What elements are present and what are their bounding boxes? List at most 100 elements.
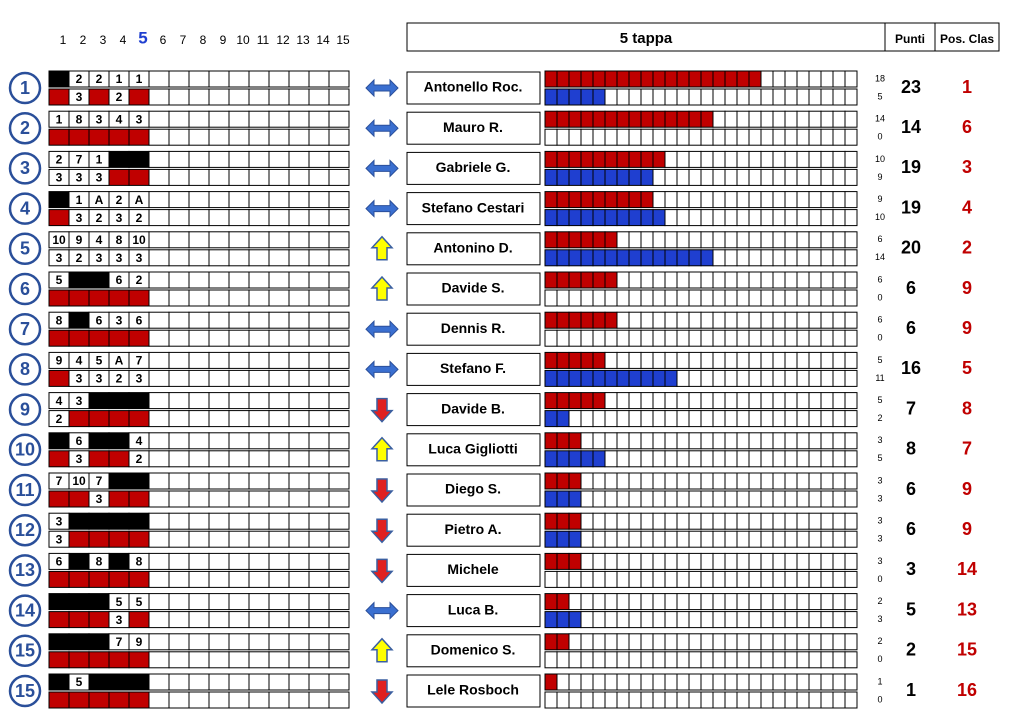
bar-cell (640, 271, 654, 289)
tappa-cell (128, 289, 150, 307)
bar-cell (736, 633, 750, 651)
tappa-result: A (95, 193, 104, 207)
tappa-result: 3 (96, 171, 103, 185)
bar-cell (700, 289, 714, 307)
bar-cell (796, 633, 810, 651)
tappa-cell (288, 311, 310, 329)
tappa-result: 3 (56, 532, 63, 546)
bar-cell (784, 231, 798, 249)
tappa-result: 3 (56, 514, 63, 528)
bar-cell (700, 150, 714, 168)
name-box (406, 634, 541, 668)
tappa-cell (328, 329, 350, 347)
blue-bar (545, 611, 581, 628)
tappa-result: 3 (56, 251, 63, 265)
bar-cell (772, 673, 786, 691)
bar-cell (628, 128, 642, 146)
tappa-cell (228, 512, 250, 530)
bar-cell (736, 673, 750, 691)
bar-cell (724, 512, 738, 530)
bar-cell (688, 651, 702, 669)
bar-cell (832, 231, 846, 249)
bar-cell (736, 88, 750, 106)
position: 4 (962, 197, 972, 217)
bar-cell (844, 633, 858, 651)
tappa-cell (168, 530, 190, 548)
bar-cell (844, 450, 858, 468)
bar-cell (748, 168, 762, 186)
bar-cell (736, 168, 750, 186)
bar-cell (736, 410, 750, 428)
tappa-cell (168, 472, 190, 490)
tappa-cell (188, 311, 210, 329)
tappa-cell (248, 88, 270, 106)
bar-cell (784, 110, 798, 128)
tappa-cell (308, 168, 330, 186)
bar-cell (580, 673, 594, 691)
bar-cell (700, 691, 714, 709)
bar-cell (568, 593, 582, 611)
tappa-cell (208, 552, 230, 570)
tappa-cell (228, 231, 250, 249)
bar-cell (556, 329, 570, 347)
tappa-cell (288, 150, 310, 168)
bar-cell (724, 673, 738, 691)
bar-cell (808, 490, 822, 508)
bar-cell (796, 209, 810, 227)
tappa-cell (328, 570, 350, 588)
tappa-cell (148, 209, 170, 227)
bar-cell (724, 691, 738, 709)
bar-cell (820, 512, 834, 530)
bar-cell (676, 512, 690, 530)
bar-cell (676, 271, 690, 289)
bar-cell (796, 410, 810, 428)
bar-cell (580, 512, 594, 530)
bar-cell (652, 512, 666, 530)
tappa-cell (188, 570, 210, 588)
red-count: 2 (877, 596, 882, 606)
tappa-cell (248, 191, 270, 209)
tappa-cell (128, 128, 150, 146)
bar-cell (688, 351, 702, 369)
bar-cell (712, 249, 726, 267)
blue-count: 0 (877, 574, 882, 584)
position: 14 (957, 559, 977, 579)
bar-cell (784, 150, 798, 168)
bar-cell (808, 128, 822, 146)
tappa-cell (188, 369, 210, 387)
tappa-cell (228, 691, 250, 709)
bar-cell (724, 289, 738, 307)
tappa-cell (68, 593, 90, 611)
rank-circle (8, 554, 42, 587)
tappa-cell (208, 128, 230, 146)
bar-cell (688, 570, 702, 588)
tappa-cell (148, 329, 170, 347)
tappa-result: 3 (136, 251, 143, 265)
tappa-cell (168, 570, 190, 588)
bar-cell (688, 289, 702, 307)
bar-cell (784, 472, 798, 490)
bar-cell (772, 593, 786, 611)
tappa-result: 7 (136, 354, 143, 368)
arrow-up (370, 637, 394, 663)
tappa-cell (268, 410, 290, 428)
tappa-cell (328, 369, 350, 387)
tappa-cell (188, 392, 210, 410)
bar-cell (604, 432, 618, 450)
tappa-cell (108, 570, 130, 588)
bar-cell (676, 633, 690, 651)
bar-cell (784, 450, 798, 468)
bar-cell (736, 150, 750, 168)
punti: 6 (906, 278, 916, 298)
bar-cell (616, 329, 630, 347)
bar-cell (724, 128, 738, 146)
bar-cell (724, 651, 738, 669)
bar-cell (688, 311, 702, 329)
bar-cell (808, 351, 822, 369)
bar-cell (652, 329, 666, 347)
tappa-cell (128, 410, 150, 428)
bar-cell (688, 450, 702, 468)
tappa-cell (268, 150, 290, 168)
tappa-cell (228, 168, 250, 186)
bar-cell (760, 432, 774, 450)
